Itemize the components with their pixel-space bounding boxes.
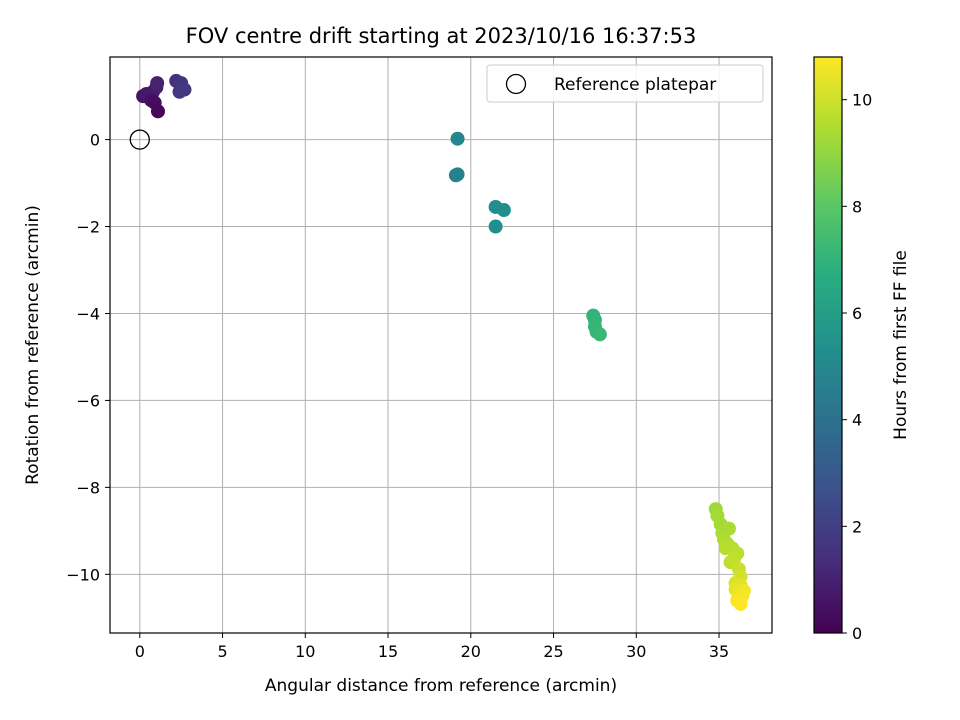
y-axis-label: Rotation from reference (arcmin) bbox=[23, 205, 43, 485]
y-tick-label: −4 bbox=[76, 304, 100, 323]
x-tick-label: 0 bbox=[135, 642, 145, 661]
colorbar-tick-label: 8 bbox=[852, 197, 862, 216]
colorbar-tick-label: 2 bbox=[852, 517, 862, 536]
y-tick-label: −10 bbox=[66, 565, 100, 584]
legend: Reference platepar bbox=[486, 64, 764, 103]
y-tick-label: −6 bbox=[76, 391, 100, 410]
x-tick-label: 5 bbox=[217, 642, 227, 661]
x-tick-label: 35 bbox=[709, 642, 729, 661]
scatter-point bbox=[733, 596, 748, 611]
colorbar-tick-label: 10 bbox=[852, 91, 872, 110]
y-tick-label: −8 bbox=[76, 478, 100, 497]
scatter-point bbox=[450, 131, 465, 146]
y-tick-label: −2 bbox=[76, 218, 100, 237]
plot-frame bbox=[109, 56, 773, 634]
legend-box bbox=[486, 64, 764, 103]
colorbar-tick-label: 4 bbox=[852, 411, 862, 430]
colorbar-label: Hours from first FF file bbox=[891, 250, 911, 440]
y-tick-label: 0 bbox=[90, 131, 100, 150]
legend-entry-reference: Reference platepar bbox=[554, 75, 716, 95]
colorbar: 0 2 4 6 8 10 Hours from first FF file bbox=[813, 56, 911, 643]
colorbar-tick-label: 0 bbox=[852, 624, 862, 643]
scatter-point bbox=[177, 82, 192, 97]
reference-platepar-marker bbox=[129, 129, 150, 150]
scatter-point bbox=[450, 167, 465, 182]
x-tick-label: 15 bbox=[378, 642, 398, 661]
scatter-point bbox=[150, 76, 165, 91]
y-axis: 0 −2 −4 −6 −8 −10 bbox=[66, 131, 110, 584]
scatter-point bbox=[496, 203, 511, 218]
data-points bbox=[129, 73, 751, 611]
x-tick-label: 30 bbox=[626, 642, 646, 661]
x-axis: 0 5 10 15 20 25 30 35 bbox=[135, 633, 729, 661]
legend-marker-reference bbox=[505, 73, 527, 95]
chart-title: FOV centre drift starting at 2023/10/16 … bbox=[186, 24, 697, 48]
scatter-point bbox=[150, 104, 165, 119]
colorbar-gradient bbox=[814, 57, 842, 633]
x-tick-label: 25 bbox=[543, 642, 563, 661]
colorbar-ticks: 0 2 4 6 8 10 bbox=[842, 91, 872, 643]
colorbar-frame bbox=[813, 56, 843, 634]
scatter-point bbox=[721, 521, 736, 536]
x-tick-label: 20 bbox=[461, 642, 481, 661]
colorbar-tick-label: 6 bbox=[852, 304, 862, 323]
x-tick-label: 10 bbox=[295, 642, 315, 661]
scatter-point bbox=[488, 219, 503, 234]
scatter-point bbox=[592, 327, 607, 342]
x-axis-label: Angular distance from reference (arcmin) bbox=[265, 676, 617, 696]
grid bbox=[110, 57, 772, 633]
